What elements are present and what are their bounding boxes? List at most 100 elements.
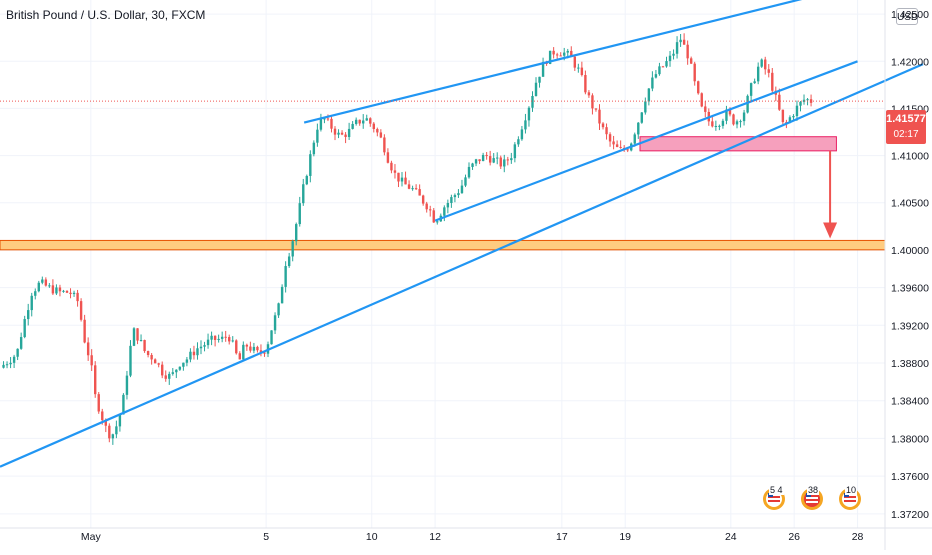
candle-body bbox=[651, 77, 654, 89]
candle-body bbox=[284, 266, 287, 287]
candle-body bbox=[104, 420, 107, 426]
candle-body bbox=[457, 193, 460, 196]
candle-body bbox=[414, 188, 418, 190]
candle-body bbox=[672, 53, 675, 56]
candle-body bbox=[647, 88, 651, 102]
candle-body bbox=[305, 175, 308, 185]
economic-event-flag-icon[interactable]: 5 4 bbox=[762, 485, 786, 511]
candle-body bbox=[203, 345, 206, 347]
candle-body bbox=[682, 39, 686, 45]
candle-body bbox=[97, 394, 100, 412]
candle-body bbox=[436, 221, 439, 223]
candle-body bbox=[79, 301, 83, 320]
candle-body bbox=[259, 350, 263, 353]
economic-event-flag-icon[interactable]: 10 bbox=[838, 485, 862, 511]
candle-body bbox=[665, 61, 668, 67]
candle-body bbox=[41, 279, 44, 283]
candle-body bbox=[242, 344, 245, 360]
candle-body bbox=[432, 210, 435, 223]
candle-body bbox=[411, 188, 414, 190]
candle-body bbox=[492, 158, 495, 163]
candle-body bbox=[69, 292, 72, 295]
y-tick-label: 1.42000 bbox=[891, 56, 929, 68]
candle-body bbox=[749, 83, 753, 96]
candle-body bbox=[658, 66, 661, 75]
candle-body bbox=[478, 159, 481, 162]
candle-body bbox=[143, 339, 146, 352]
trendline bbox=[303, 0, 803, 124]
candle-body bbox=[446, 203, 450, 208]
candle-body bbox=[584, 75, 587, 93]
candle-body bbox=[238, 353, 241, 360]
candle-body bbox=[280, 286, 284, 304]
candle-body bbox=[291, 241, 294, 257]
candle-body bbox=[591, 95, 594, 109]
target-arrow-head-icon bbox=[823, 222, 838, 239]
candle-body bbox=[513, 144, 517, 159]
candle-body bbox=[157, 363, 160, 365]
candle-body bbox=[344, 134, 347, 138]
candle-body bbox=[517, 139, 520, 145]
candle-body bbox=[146, 351, 150, 356]
y-tick-label: 1.37200 bbox=[891, 509, 929, 521]
candle-body bbox=[83, 319, 86, 343]
y-tick-label: 1.40000 bbox=[891, 245, 929, 257]
candle-body bbox=[263, 352, 266, 354]
candle-body bbox=[587, 92, 591, 96]
candle-body bbox=[372, 123, 375, 130]
candle-body bbox=[383, 137, 386, 153]
candle-body bbox=[295, 224, 298, 242]
candle-body bbox=[407, 184, 411, 189]
candle-body bbox=[778, 94, 781, 110]
candle-body bbox=[182, 362, 185, 367]
economic-event-flag-icon[interactable]: 38 bbox=[800, 485, 824, 511]
x-tick-label: 10 bbox=[366, 531, 378, 543]
candle-body bbox=[534, 82, 538, 96]
candle-body bbox=[506, 159, 510, 161]
candle-body bbox=[633, 134, 636, 144]
candle-body bbox=[756, 66, 760, 82]
candle-body bbox=[425, 203, 428, 210]
candle-body bbox=[742, 112, 746, 122]
candle-body bbox=[330, 118, 333, 129]
candle-body bbox=[161, 364, 164, 376]
candle-body bbox=[326, 118, 330, 120]
candle-body bbox=[474, 159, 478, 164]
candle-body bbox=[471, 163, 474, 167]
candle-body bbox=[792, 116, 795, 118]
candle-body bbox=[460, 185, 464, 194]
candle-body bbox=[256, 346, 259, 351]
x-tick-label: 24 bbox=[725, 531, 737, 543]
event-count: 5 4 bbox=[769, 485, 784, 495]
current-price-tag: 1.41577 02:17 bbox=[886, 110, 926, 144]
candle-body bbox=[531, 95, 534, 108]
candle-body bbox=[65, 290, 69, 293]
candle-body bbox=[150, 355, 153, 360]
candle-body bbox=[16, 348, 19, 357]
y-tick-label: 1.37600 bbox=[891, 471, 929, 483]
candle-body bbox=[806, 99, 809, 101]
x-tick-label: 5 bbox=[263, 531, 269, 543]
candle-body bbox=[644, 101, 647, 113]
candle-body bbox=[450, 197, 453, 204]
candle-body bbox=[23, 319, 26, 338]
candle-body bbox=[697, 81, 700, 94]
currency-button[interactable]: USD bbox=[896, 8, 918, 25]
candle-body bbox=[323, 118, 326, 120]
candle-body bbox=[771, 72, 774, 91]
candle-body bbox=[795, 105, 799, 117]
candle-body bbox=[153, 359, 157, 364]
candle-body bbox=[612, 141, 615, 145]
candle-body bbox=[601, 123, 605, 128]
candle-body bbox=[496, 157, 499, 159]
candle-body bbox=[400, 177, 404, 182]
candle-body bbox=[714, 126, 718, 128]
candle-body bbox=[365, 118, 368, 121]
candle-body bbox=[231, 340, 234, 342]
candle-body bbox=[199, 346, 203, 349]
candle-body bbox=[34, 291, 37, 296]
y-tick-label: 1.39600 bbox=[891, 283, 929, 295]
candle-body bbox=[347, 128, 351, 138]
candle-body bbox=[19, 337, 23, 349]
